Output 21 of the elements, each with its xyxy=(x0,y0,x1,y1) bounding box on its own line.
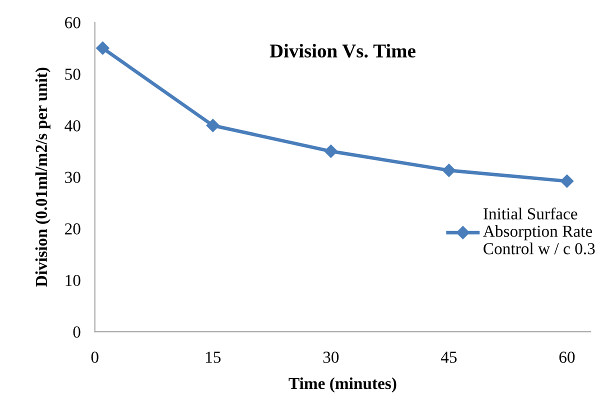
y-tick-label: 10 xyxy=(66,274,80,286)
text: Division Vs. Time xyxy=(270,44,416,58)
x-tick-label: 45 xyxy=(440,352,457,363)
y-tick-label: 30 xyxy=(65,172,80,183)
point xyxy=(96,42,110,55)
point xyxy=(324,144,338,158)
point xyxy=(206,118,220,132)
x-axis-title: Time (minutes) xyxy=(288,377,396,392)
y-tick-label: 20 xyxy=(65,223,80,235)
y-tick-label: 60 xyxy=(65,17,80,28)
y-tick-label: 50 xyxy=(65,68,80,80)
x-tick-label: 0 xyxy=(91,352,98,363)
y-tick-label: 0 xyxy=(73,326,80,338)
y-tick-label: 40 xyxy=(64,120,80,132)
point xyxy=(442,164,456,177)
x-tick-label: 30 xyxy=(323,352,339,363)
point xyxy=(560,174,574,188)
x-tick-label: 15 xyxy=(206,352,221,363)
y-axis-title: Division (0.01ml/m2/s per unit) xyxy=(35,68,50,287)
x-tick-label: 60 xyxy=(559,352,575,363)
legend-label: Initial Surface Absorption Rate Control w / c 0.3 xyxy=(483,208,595,254)
